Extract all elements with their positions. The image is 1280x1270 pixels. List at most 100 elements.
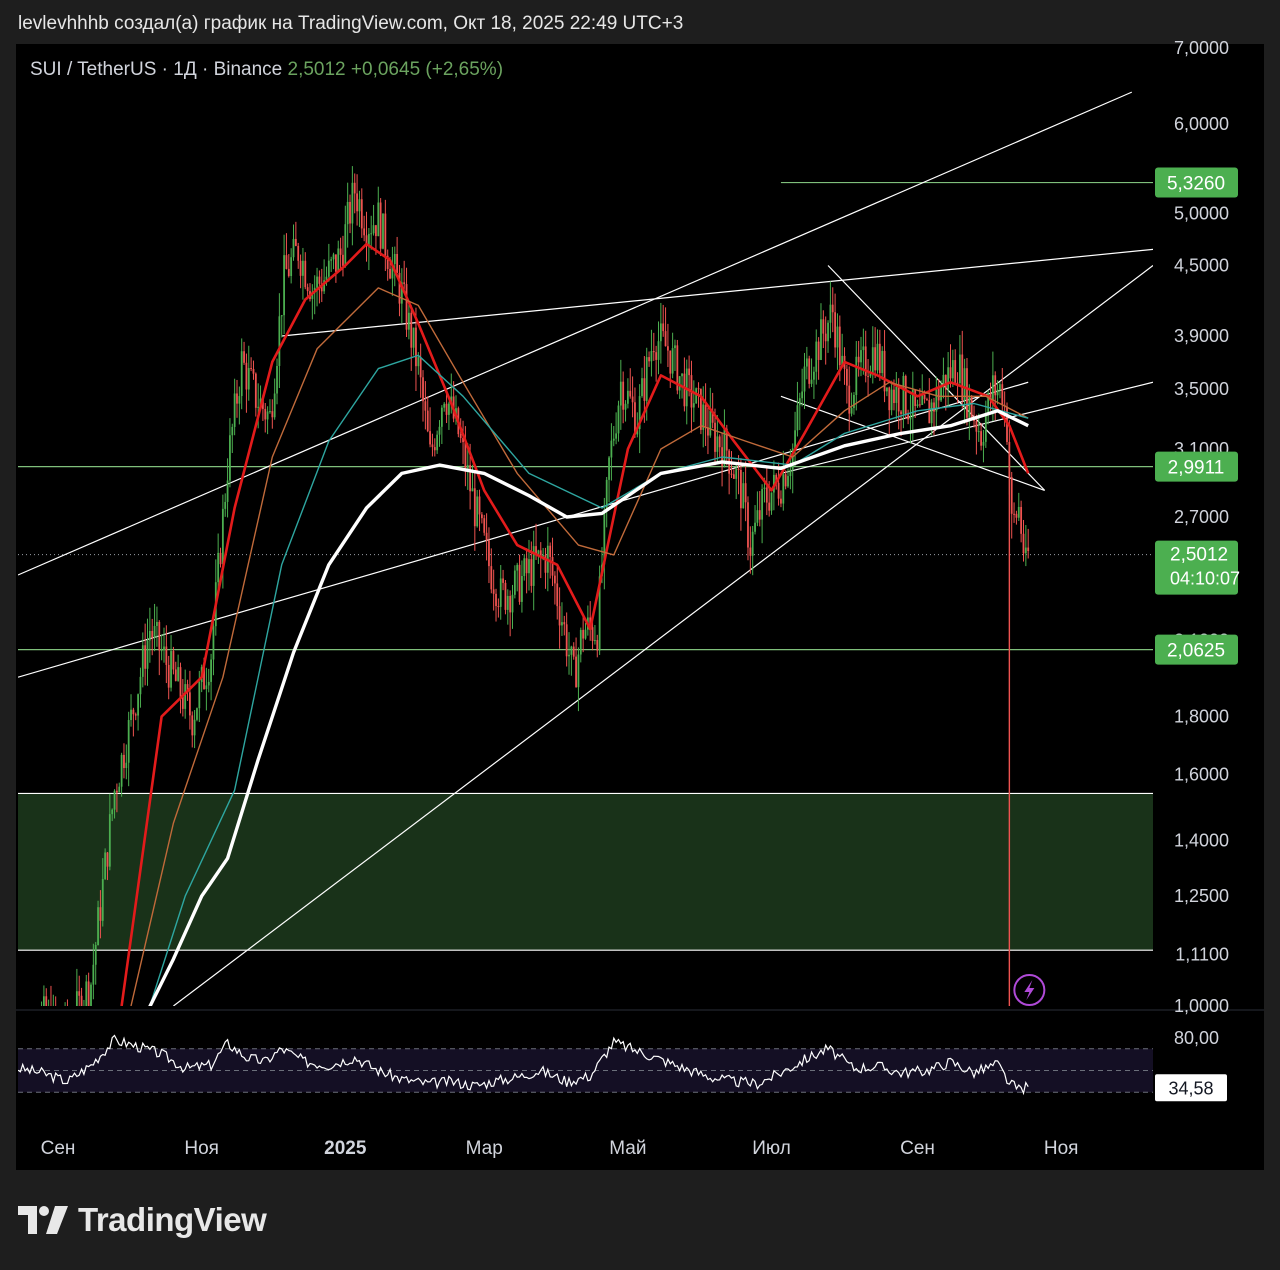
candle-body: [775, 474, 778, 483]
candle-body: [492, 589, 495, 594]
candle-body: [780, 498, 782, 504]
chart-caption: levlevhhhb создал(а) график на TradingVi…: [18, 13, 684, 34]
candle-body: [857, 356, 860, 363]
candle-body: [883, 350, 886, 392]
candle-body: [853, 395, 855, 409]
candle-body: [699, 388, 702, 430]
trendline: [18, 91, 1133, 576]
candle-body: [798, 398, 801, 406]
candle-body: [64, 1010, 66, 1032]
candle-body: [384, 213, 387, 256]
candle-body: [116, 790, 118, 793]
candle-body: [69, 1029, 71, 1032]
candle-body: [1013, 513, 1015, 515]
candle-body: [179, 667, 182, 697]
candle-body: [984, 415, 987, 442]
candle-body: [758, 510, 761, 520]
candle-body: [935, 387, 938, 412]
candle-body: [125, 762, 128, 769]
candle-body: [433, 447, 436, 451]
candle-body: [386, 255, 389, 269]
candle-body: [393, 253, 396, 264]
candle-body: [1022, 533, 1025, 554]
candle-body: [711, 410, 714, 423]
candle-body: [167, 664, 170, 688]
candle-body: [584, 629, 587, 639]
symbol-pair[interactable]: SUI / TetherUS · 1Д · Binance: [30, 59, 283, 80]
candle-body: [327, 260, 330, 277]
symbol-legend[interactable]: SUI / TetherUS · 1Д · Binance 2,5012 +0,…: [30, 59, 503, 81]
candle-body: [855, 356, 858, 396]
candle-body: [904, 375, 907, 415]
candle-body: [970, 396, 973, 419]
candle-body: [926, 399, 928, 401]
candle-body: [412, 327, 415, 348]
candle-body: [864, 346, 867, 376]
candle-body: [504, 582, 507, 610]
candle-body: [787, 476, 789, 487]
level-badge: [1155, 167, 1238, 198]
candle-body: [198, 682, 201, 709]
candle-body: [50, 1008, 52, 1040]
candle-body: [1024, 547, 1027, 554]
candle-body: [48, 1008, 50, 1016]
candle-body: [610, 440, 613, 458]
candle-body: [815, 341, 818, 372]
candle-body: [221, 508, 224, 565]
candle-body: [532, 546, 535, 586]
candle-body: [52, 1006, 54, 1040]
candle-body: [1027, 547, 1030, 552]
tradingview-logo[interactable]: TradingView: [18, 1200, 267, 1240]
price-axis-label: 1,1100: [1175, 945, 1229, 965]
candle-body: [848, 385, 851, 414]
candle-body: [626, 390, 629, 404]
candle-body: [217, 552, 220, 583]
level-badge-label: 2,0625: [1167, 641, 1225, 662]
candle-body: [845, 368, 848, 386]
candle-body: [867, 375, 869, 377]
candle-body: [436, 434, 439, 451]
candle-body: [80, 995, 83, 1006]
candle-body: [761, 489, 764, 520]
candle-body: [325, 276, 328, 281]
candle-body: [888, 387, 891, 411]
candle-body: [87, 981, 90, 1006]
candle-body: [813, 371, 815, 380]
candle-body: [127, 720, 130, 763]
candle-body: [528, 559, 530, 574]
candle-body: [681, 373, 683, 377]
candle-body: [874, 347, 877, 371]
chart-frame[interactable]: [16, 44, 1264, 1170]
candle-body: [511, 594, 514, 613]
rsi-line: [18, 1034, 1029, 1096]
candle-body: [252, 368, 255, 374]
candle-body: [916, 404, 919, 407]
candle-body: [448, 403, 450, 415]
candle-body: [634, 402, 636, 435]
rsi-value-label: 34,58: [1168, 1078, 1213, 1098]
candle-body: [144, 645, 147, 669]
candle-body: [591, 627, 594, 642]
candle-body: [617, 405, 620, 434]
candle-body: [247, 367, 250, 390]
candle-body: [982, 441, 985, 446]
candle-body: [400, 282, 403, 304]
candle-body: [1010, 476, 1013, 514]
candle-body: [466, 464, 469, 472]
candle-body: [723, 428, 726, 466]
candle-body: [330, 259, 333, 261]
candle-body: [556, 583, 559, 607]
candle-body: [276, 365, 278, 394]
candle-body: [558, 606, 561, 626]
candle-body: [951, 360, 954, 379]
candle-body: [196, 708, 198, 720]
candle-body: [954, 360, 957, 383]
candle-body: [219, 552, 222, 565]
candle-body: [92, 964, 95, 985]
candle-body: [803, 366, 806, 392]
candle-body: [488, 540, 490, 567]
candle-body: [139, 676, 142, 695]
candle-body: [1015, 513, 1018, 518]
candle-body: [459, 434, 462, 438]
